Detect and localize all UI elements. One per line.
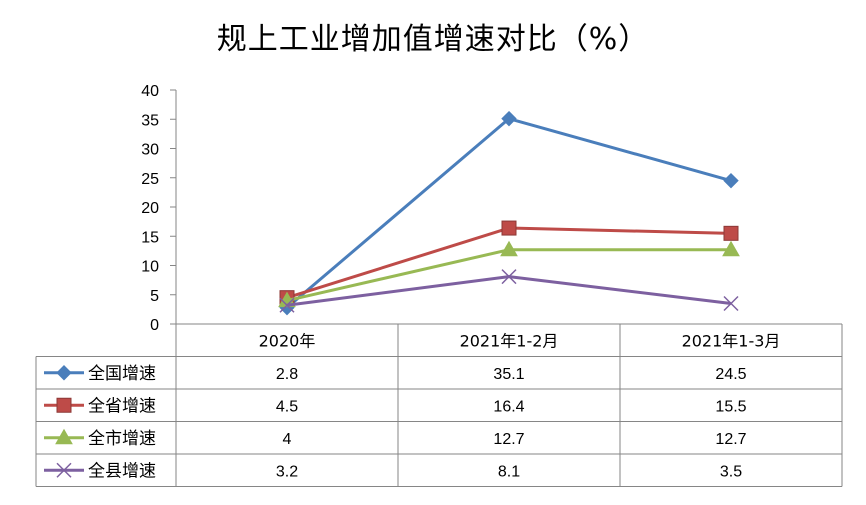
- y-tick-label: 30: [141, 142, 159, 159]
- data-table-value: 4: [283, 431, 292, 448]
- data-table-value: 12.7: [493, 431, 524, 448]
- x-category-label: 2020年: [259, 331, 316, 350]
- data-table-value: 35.1: [493, 366, 524, 383]
- x-category-label: 2021年1-2月: [460, 331, 559, 350]
- y-tick-label: 20: [141, 200, 159, 217]
- legend-key-marker: [56, 397, 72, 413]
- y-tick-label: 15: [141, 229, 159, 246]
- y-tick-label: 35: [141, 112, 159, 129]
- data-table-value: 3.5: [720, 463, 742, 480]
- series-1-marker: [501, 110, 517, 127]
- series-2-marker: [723, 225, 739, 241]
- legend-series-name: 全市增速: [88, 429, 156, 449]
- data-table-value: 24.5: [715, 366, 746, 383]
- x-category-label: 2021年1-3月: [682, 331, 781, 350]
- series-line-2: [286, 226, 732, 300]
- series-2-marker: [501, 220, 517, 236]
- series-1-marker: [723, 172, 739, 189]
- y-tick-label: 0: [150, 317, 159, 334]
- series-line-1: [286, 117, 732, 309]
- data-table-value: 8.1: [498, 463, 520, 480]
- series-3-marker: [722, 240, 740, 257]
- data-table-value: 4.5: [276, 398, 298, 415]
- data-table-value: 12.7: [715, 431, 746, 448]
- legend-key-marker: [55, 428, 73, 445]
- chart-title: 规上工业增加值增速对比（%）: [216, 22, 650, 57]
- series-4-marker: [279, 297, 295, 313]
- series-4-marker: [723, 295, 739, 312]
- y-tick-label: 40: [141, 83, 159, 100]
- data-table-value: 3.2: [276, 463, 298, 480]
- series-3-marker: [500, 240, 518, 257]
- data-table-value: 16.4: [493, 398, 524, 415]
- legend-key-marker: [56, 365, 72, 381]
- series-3-marker: [278, 291, 296, 308]
- series-line-4: [286, 275, 732, 307]
- series-4-marker: [501, 269, 517, 285]
- legend-series-name: 全县增速: [88, 461, 156, 481]
- legend-series-name: 全省增速: [88, 396, 156, 416]
- y-tick-label: 10: [141, 259, 159, 276]
- y-tick-label: 5: [150, 288, 159, 305]
- data-table-value: 15.5: [715, 398, 746, 415]
- data-table-value: 2.8: [276, 366, 298, 383]
- legend-series-name: 全国增速: [88, 364, 156, 384]
- y-tick-label: 25: [141, 171, 159, 188]
- legend-key-marker: [56, 462, 72, 478]
